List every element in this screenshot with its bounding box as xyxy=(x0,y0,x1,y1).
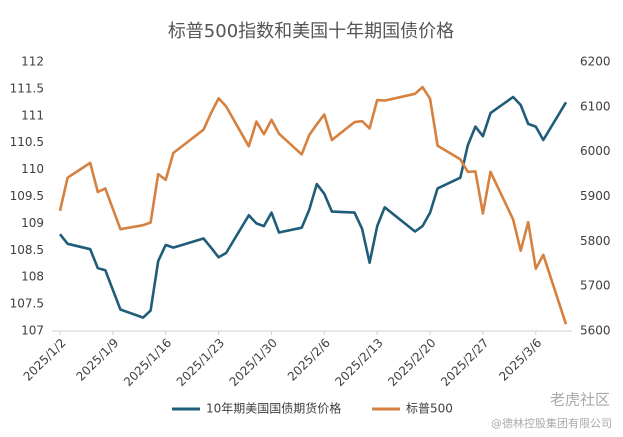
y2-tick-label: 6000 xyxy=(580,144,611,158)
y2-tick-label: 5900 xyxy=(580,189,611,203)
x-tick-label: 2025/2/13 xyxy=(332,336,385,389)
y-tick-label: 110 xyxy=(21,162,44,176)
legend-label: 10年期美国国债期货价格 xyxy=(206,401,341,416)
x-tick-label: 2025/1/23 xyxy=(174,336,227,389)
y-tick-label: 111.5 xyxy=(10,81,44,95)
chart-title: 标普500指数和美国十年期国债价格 xyxy=(168,21,454,42)
watermark: 老虎社区 xyxy=(550,391,610,409)
y-tick-label: 107.5 xyxy=(10,297,44,311)
x-tick-label: 2025/1/9 xyxy=(73,336,121,384)
x-tick-label: 2025/3/6 xyxy=(496,336,544,384)
x-tick-label: 2025/1/30 xyxy=(227,336,280,389)
y-tick-label: 108.5 xyxy=(10,243,44,257)
x-tick-label: 2025/1/2 xyxy=(21,336,69,384)
x-tick-label: 2025/1/16 xyxy=(121,336,174,389)
y-tick-label: 109 xyxy=(21,216,44,230)
y-tick-label: 107 xyxy=(21,324,44,338)
series-line xyxy=(58,95,568,319)
x-tick-label: 2025/2/27 xyxy=(438,336,491,389)
series-line xyxy=(58,85,568,325)
y-tick-label: 109.5 xyxy=(10,189,44,203)
legend-label: 标普500 xyxy=(406,402,453,416)
x-tick-label: 2025/2/6 xyxy=(285,336,333,384)
y2-tick-label: 5600 xyxy=(580,324,611,338)
y-tick-label: 111 xyxy=(21,108,44,122)
y2-tick-label: 6200 xyxy=(580,55,611,69)
watermark: @德林控股集团有限公司 xyxy=(491,416,612,430)
y2-tick-label: 5800 xyxy=(580,234,611,248)
y2-tick-label: 5700 xyxy=(580,279,611,293)
y-tick-label: 112 xyxy=(21,55,44,69)
x-tick-label: 2025/2/20 xyxy=(385,336,438,389)
y2-tick-label: 6100 xyxy=(580,99,611,113)
y-tick-label: 110.5 xyxy=(10,135,44,149)
y-tick-label: 108 xyxy=(21,270,44,284)
